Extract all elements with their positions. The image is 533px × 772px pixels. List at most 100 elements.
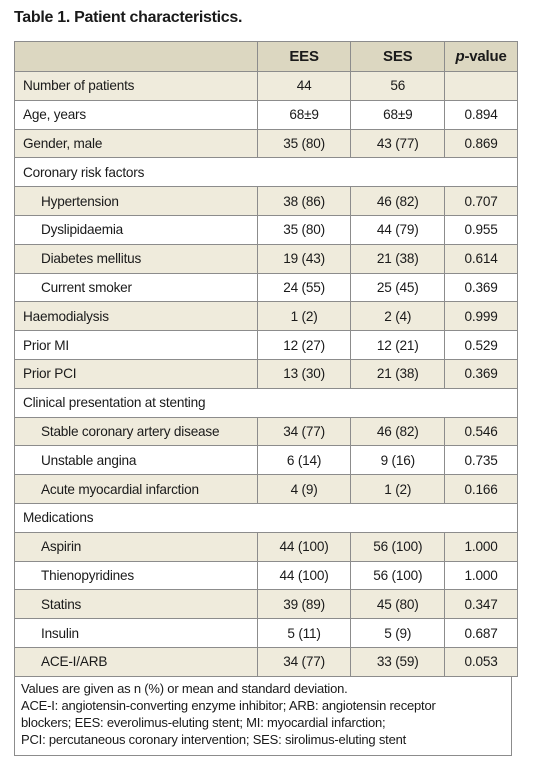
row-label: Unstable angina [14, 445, 258, 476]
value-cell: 68±9 [350, 99, 446, 130]
value-cell: 21 (38) [350, 358, 446, 389]
table-title: Table 1. Patient characteristics. [14, 9, 243, 26]
group-label: Medications [14, 502, 518, 533]
header-row: EES SES p-value [14, 41, 518, 72]
table-row: Prior MI 12 (27) 12 (21) 0.529 [14, 330, 518, 360]
table-row: Age, years 68±9 68±9 0.894 [14, 99, 518, 130]
value-cell: 0.894 [444, 99, 518, 130]
value-cell: 6 (14) [256, 445, 352, 476]
value-cell: 0.546 [444, 416, 518, 447]
p-symbol: p [455, 48, 465, 65]
value-cell: 1 (2) [256, 301, 352, 332]
row-label: Thienopyridines [14, 560, 258, 591]
value-cell: 1.000 [444, 531, 518, 562]
value-cell: 0.347 [444, 589, 518, 620]
footnote-line: ACE-I: angiotensin-converting enzyme inh… [21, 698, 436, 713]
value-cell: 5 (9) [350, 618, 446, 648]
row-label: Prior PCI [14, 358, 258, 389]
table-row: Stable coronary artery disease 34 (77) 46 … [14, 416, 518, 447]
header-cell: EES [256, 41, 352, 72]
table-row: Current smoker 24 (55) 25 (45) 0.369 [14, 272, 518, 303]
table-body: Number of patients 44 56 Age, years 68±9 68±9… [14, 71, 518, 677]
value-cell: 0.614 [444, 243, 518, 274]
value-cell: 56 [350, 71, 446, 101]
table-row: Acute myocardial infarction 4 (9) 1 (2) 0.1… [14, 474, 518, 504]
value-cell: 68±9 [256, 99, 352, 130]
value-cell: 35 (80) [256, 128, 352, 159]
group-label: Coronary risk factors [14, 157, 518, 188]
value-cell: 9 (16) [350, 445, 446, 476]
row-label: Gender, male [14, 128, 258, 159]
row-label: Insulin [14, 618, 258, 648]
header-cell: SES [350, 41, 446, 72]
row-label: Diabetes mellitus [14, 243, 258, 274]
value-cell: 24 (55) [256, 272, 352, 303]
row-label: Acute myocardial infarction [14, 474, 258, 504]
value-cell: 4 (9) [256, 474, 352, 504]
value-cell: 5 (11) [256, 618, 352, 648]
table-row: Dyslipidaemia 35 (80) 44 (79) 0.955 [14, 214, 518, 245]
empty-cell [444, 71, 518, 101]
table-row: Coronary risk factors [14, 157, 518, 188]
table-row: Unstable angina 6 (14) 9 (16) 0.735 [14, 445, 518, 476]
value-cell: 35 (80) [256, 214, 352, 245]
table-row: Medications [14, 502, 518, 533]
value-cell: 0.707 [444, 186, 518, 216]
table-row: Thienopyridines 44 (100) 56 (100) 1.000 [14, 560, 518, 591]
row-label: Number of patients [14, 71, 258, 101]
value-cell: 44 [256, 71, 352, 101]
value-cell: 13 (30) [256, 358, 352, 389]
table-row: Aspirin 44 (100) 56 (100) 1.000 [14, 531, 518, 562]
header-cell: p-value [444, 41, 518, 72]
value-cell: 0.369 [444, 358, 518, 389]
table-row: Clinical presentation at stenting [14, 387, 518, 418]
row-label: ACE-I/ARB [14, 646, 258, 677]
table-row: Gender, male 35 (80) 43 (77) 0.869 [14, 128, 518, 159]
table-row: ACE-I/ARB 34 (77) 33 (59) 0.053 [14, 646, 518, 677]
footnote: Values are given as n (%) or mean and st… [14, 676, 512, 756]
value-cell: 1 (2) [350, 474, 446, 504]
value-cell: 2 (4) [350, 301, 446, 332]
row-label: Haemodialysis [14, 301, 258, 332]
table-row: Number of patients 44 56 [14, 71, 518, 101]
value-cell: 45 (80) [350, 589, 446, 620]
value-cell: 19 (43) [256, 243, 352, 274]
value-cell: 44 (100) [256, 560, 352, 591]
value-cell: 0.369 [444, 272, 518, 303]
value-cell: 44 (100) [256, 531, 352, 562]
row-label: Hypertension [14, 186, 258, 216]
value-cell: 34 (77) [256, 646, 352, 677]
group-label: Clinical presentation at stenting [14, 387, 518, 418]
row-label: Current smoker [14, 272, 258, 303]
table-row: Insulin 5 (11) 5 (9) 0.687 [14, 618, 518, 648]
footnote-line: PCI: percutaneous coronary intervention;… [21, 732, 407, 747]
characteristics-table: EES SES p-value Number of patients 44 56 Ag… [14, 41, 518, 677]
table-row: Diabetes mellitus 19 (43) 21 (38) 0.614 [14, 243, 518, 274]
value-cell: 1.000 [444, 560, 518, 591]
row-label: Stable coronary artery disease [14, 416, 258, 447]
value-cell: 0.166 [444, 474, 518, 504]
table-row: Haemodialysis 1 (2) 2 (4) 0.999 [14, 301, 518, 332]
header-text: -value [464, 48, 507, 65]
value-cell: 0.529 [444, 330, 518, 360]
value-cell: 0.053 [444, 646, 518, 677]
value-cell: 0.955 [444, 214, 518, 245]
value-cell: 56 (100) [350, 560, 446, 591]
value-cell: 56 (100) [350, 531, 446, 562]
row-label: Prior MI [14, 330, 258, 360]
value-cell: 0.869 [444, 128, 518, 159]
table-row: Statins 39 (89) 45 (80) 0.347 [14, 589, 518, 620]
value-cell: 12 (27) [256, 330, 352, 360]
row-label: Aspirin [14, 531, 258, 562]
value-cell: 21 (38) [350, 243, 446, 274]
value-cell: 0.735 [444, 445, 518, 476]
value-cell: 0.999 [444, 301, 518, 332]
footnote-line: Values are given as n (%) or mean and st… [21, 681, 348, 696]
row-label: Age, years [14, 99, 258, 130]
row-label: Dyslipidaemia [14, 214, 258, 245]
value-cell: 12 (21) [350, 330, 446, 360]
footnote-line: blockers; EES: everolimus-eluting stent;… [21, 715, 386, 730]
value-cell: 38 (86) [256, 186, 352, 216]
value-cell: 0.687 [444, 618, 518, 648]
